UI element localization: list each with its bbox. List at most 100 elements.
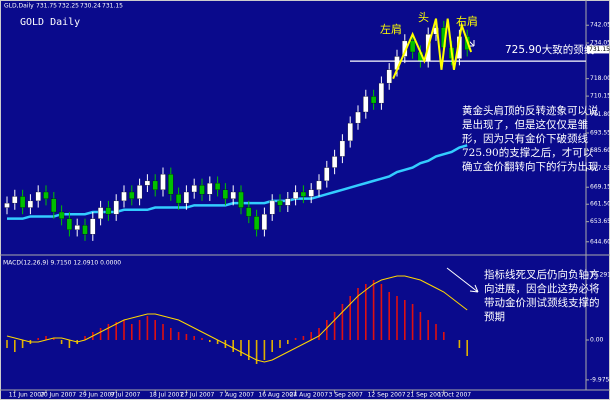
- histogram-bar: [138, 320, 141, 340]
- note: 黄金头肩顶的反转迹象可以说是出现了，但是这仅仅是雏形，因为只有金价下破颈线725…: [462, 105, 599, 173]
- x-tick-label: 7 Aug 2007: [219, 392, 254, 399]
- candle-body: [113, 200, 119, 215]
- histogram-bar: [333, 312, 336, 340]
- x-tick-label: 11 Jun 2007: [9, 392, 45, 399]
- candle-body: [214, 182, 221, 190]
- x-tick-label: 16 Aug 2007: [258, 392, 297, 399]
- candle-body: [97, 207, 104, 219]
- histogram-bar: [279, 340, 281, 348]
- candle-body: [168, 174, 174, 195]
- histogram-bar: [216, 340, 219, 344]
- histogram-bar: [466, 340, 468, 356]
- candle-body: [347, 122, 353, 142]
- histogram-bar: [396, 296, 398, 340]
- histogram-bar: [435, 324, 437, 340]
- histogram-bar: [365, 284, 367, 340]
- candle-body: [222, 189, 229, 199]
- candle-body: [277, 200, 283, 206]
- histogram-bar: [318, 328, 320, 340]
- candle-body: [269, 200, 275, 215]
- y2-tick-label: 0.00: [590, 337, 604, 344]
- candle-body: [27, 200, 34, 208]
- histogram-bar: [99, 328, 102, 340]
- histogram-bar: [388, 292, 390, 340]
- histogram-bar: [115, 322, 117, 340]
- y-tick-label: 718.00: [590, 75, 610, 82]
- price-box: [587, 45, 609, 54]
- histogram-bar: [372, 280, 375, 340]
- y-tick-label: 685.60: [590, 147, 610, 154]
- candle-body: [300, 191, 307, 197]
- candle-body: [121, 191, 127, 202]
- candle-body: [246, 207, 252, 217]
- histogram-bar: [170, 328, 172, 340]
- histogram-bar: [53, 338, 55, 340]
- price-box-label: 731.15: [589, 46, 610, 53]
- x-tick-label: 12 Sep 2007: [368, 392, 406, 399]
- candle-body: [230, 191, 236, 199]
- arrow: [446, 267, 479, 293]
- candle-body: [43, 191, 49, 199]
- histogram-bar: [349, 296, 351, 340]
- histogram-bar: [411, 304, 414, 340]
- candle-body: [19, 196, 26, 208]
- y-tick-label: 693.55: [590, 130, 610, 137]
- macd-title: MACD(12,26,9) 9.7150 12.0910 0.0000: [3, 260, 121, 267]
- chart-title: GOLD Daily: [20, 17, 80, 28]
- candle-body: [207, 182, 213, 195]
- x-tick-label: 20 Jun 2007: [40, 392, 76, 399]
- histogram-bar: [404, 300, 406, 340]
- header-value: 732.25: [58, 3, 79, 10]
- pattern-line: [392, 18, 473, 80]
- candle-body: [58, 211, 65, 219]
- candle-body: [199, 185, 205, 195]
- candle-body: [152, 180, 158, 190]
- y2-tick-label: -9.9754: [590, 376, 610, 383]
- candle-body: [90, 218, 96, 235]
- y-tick-label: 644.60: [590, 238, 610, 245]
- x-tick-label: 29 Jun 2007: [79, 392, 115, 399]
- x-tick-label: 27 Jul 2007: [180, 392, 214, 399]
- histogram-bar: [185, 334, 188, 340]
- x-tick-label: 1 Oct 2007: [438, 392, 471, 399]
- histogram-bar: [458, 340, 461, 348]
- candle-body: [253, 216, 260, 230]
- candle-body: [292, 191, 299, 199]
- histogram-bar: [443, 332, 445, 340]
- histogram-bar: [131, 324, 133, 340]
- histogram-bar: [6, 340, 8, 348]
- candle-body: [12, 196, 18, 204]
- candle-body: [370, 96, 377, 104]
- histogram-bar: [255, 340, 258, 364]
- x-tick-label: 21 Sep 2007: [407, 392, 445, 399]
- candle-body: [324, 167, 330, 182]
- y-tick-label: 710.15: [590, 93, 610, 100]
- candle-body: [175, 194, 182, 204]
- histogram-bar: [263, 340, 266, 360]
- histogram-bar: [146, 316, 149, 340]
- candle-body: [191, 185, 197, 193]
- y2-tick-label: 16.2911: [590, 271, 610, 278]
- candle-body: [160, 174, 166, 190]
- y-tick-label: 653.65: [590, 218, 610, 225]
- histogram-bar: [287, 340, 289, 344]
- shoulder-label: 右肩: [456, 14, 478, 28]
- candle-body: [4, 202, 10, 208]
- candle-body: [129, 191, 135, 199]
- histogram-bar: [302, 336, 305, 340]
- histogram-bar: [177, 332, 180, 340]
- candle-body: [339, 140, 346, 157]
- y-tick-label: 742.05: [590, 22, 610, 29]
- neckline-label: 725.90大致的颈线: [505, 43, 595, 56]
- histogram-bar: [14, 340, 16, 352]
- y-tick-label: 661.50: [590, 201, 610, 208]
- header-value: 731.15: [102, 3, 123, 10]
- candle-body: [363, 96, 369, 113]
- shoulder-label: 头: [418, 11, 429, 24]
- x-tick-label: 3 Sep 2007: [329, 392, 363, 399]
- histogram-bar: [201, 338, 203, 340]
- header-value: 731.75: [36, 3, 57, 10]
- histogram-bar: [60, 340, 63, 344]
